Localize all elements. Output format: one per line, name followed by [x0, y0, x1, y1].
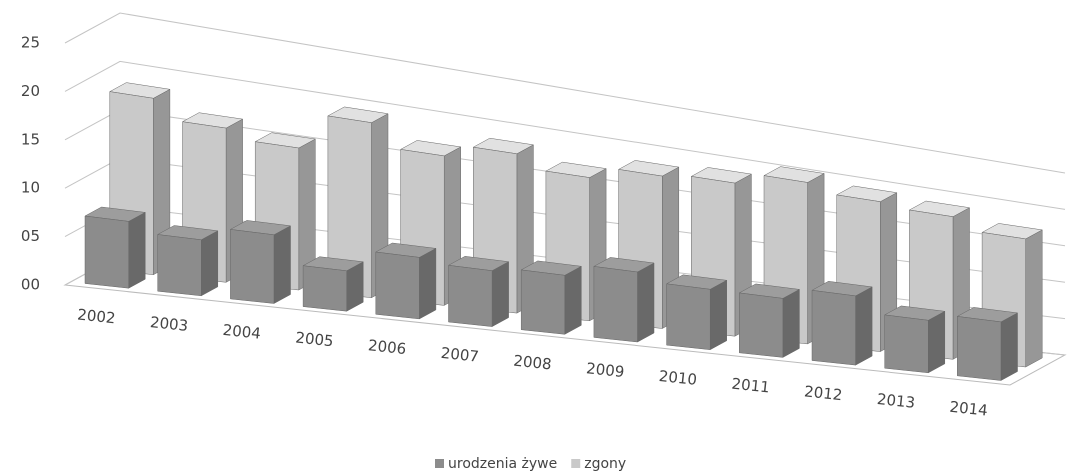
bar-side — [1025, 229, 1043, 368]
bar — [447, 256, 510, 328]
bar-side — [491, 261, 509, 328]
bar-front — [666, 283, 711, 350]
bar-front — [593, 266, 638, 343]
bar-side — [928, 310, 946, 374]
legend-label: zgony — [584, 456, 626, 472]
bar — [374, 242, 437, 320]
bar-front — [448, 265, 493, 327]
x-tick-label: 2014 — [949, 398, 989, 420]
bar — [956, 307, 1019, 381]
bar — [84, 206, 147, 289]
y-tick-label: 25 — [21, 34, 40, 52]
x-tick-label: 2013 — [876, 390, 916, 412]
bar-side — [201, 230, 219, 297]
x-tick-label: 2007 — [440, 344, 480, 366]
x-tick-label: 2003 — [149, 313, 189, 335]
grid-line — [64, 60, 1066, 210]
legend-label: urodzenia żywe — [448, 456, 557, 472]
bar-front — [375, 251, 420, 320]
x-tick-label: 2002 — [76, 305, 116, 327]
legend-swatch — [435, 459, 444, 468]
bar — [883, 305, 946, 374]
x-tick-label: 2012 — [803, 382, 843, 404]
bar-front — [811, 290, 856, 366]
bar — [229, 220, 292, 304]
bar-side — [564, 265, 582, 335]
x-tick-label: 2004 — [222, 321, 262, 343]
bar — [738, 283, 801, 358]
x-tick-label: 2010 — [658, 367, 698, 389]
bar — [811, 281, 873, 366]
y-tick-label: 10 — [21, 179, 40, 197]
x-tick-label: 2011 — [731, 375, 771, 397]
bar-front — [884, 314, 929, 374]
bar-front — [157, 234, 202, 297]
bar-side — [419, 247, 437, 320]
y-tick-label: 00 — [21, 276, 40, 294]
legend-swatch — [571, 459, 581, 468]
bar-front — [84, 215, 129, 289]
bar-front — [302, 265, 347, 312]
grid-line — [64, 12, 1066, 174]
bar — [302, 256, 365, 312]
y-tick-label: 15 — [21, 130, 40, 148]
bar-side — [128, 211, 146, 289]
bar-side — [1000, 312, 1018, 381]
y-tick-label: 20 — [21, 82, 40, 100]
x-tick-label: 2005 — [295, 328, 335, 350]
bar — [593, 257, 655, 343]
bar — [520, 260, 583, 335]
x-tick-label: 2009 — [585, 359, 625, 381]
bar-front — [520, 269, 566, 335]
bar-side — [855, 286, 873, 366]
bar-side — [782, 288, 800, 358]
bar-front — [230, 229, 275, 304]
bar — [665, 274, 728, 351]
bar-front — [739, 292, 784, 358]
x-tick-label: 2006 — [367, 336, 407, 358]
bar — [156, 225, 219, 297]
bar-front — [957, 316, 1002, 381]
y-tick-label: 05 — [21, 227, 40, 245]
x-tick-label: 2008 — [513, 352, 553, 374]
bar-side — [709, 279, 727, 351]
bar-side — [637, 262, 655, 343]
bar-side — [273, 225, 291, 304]
